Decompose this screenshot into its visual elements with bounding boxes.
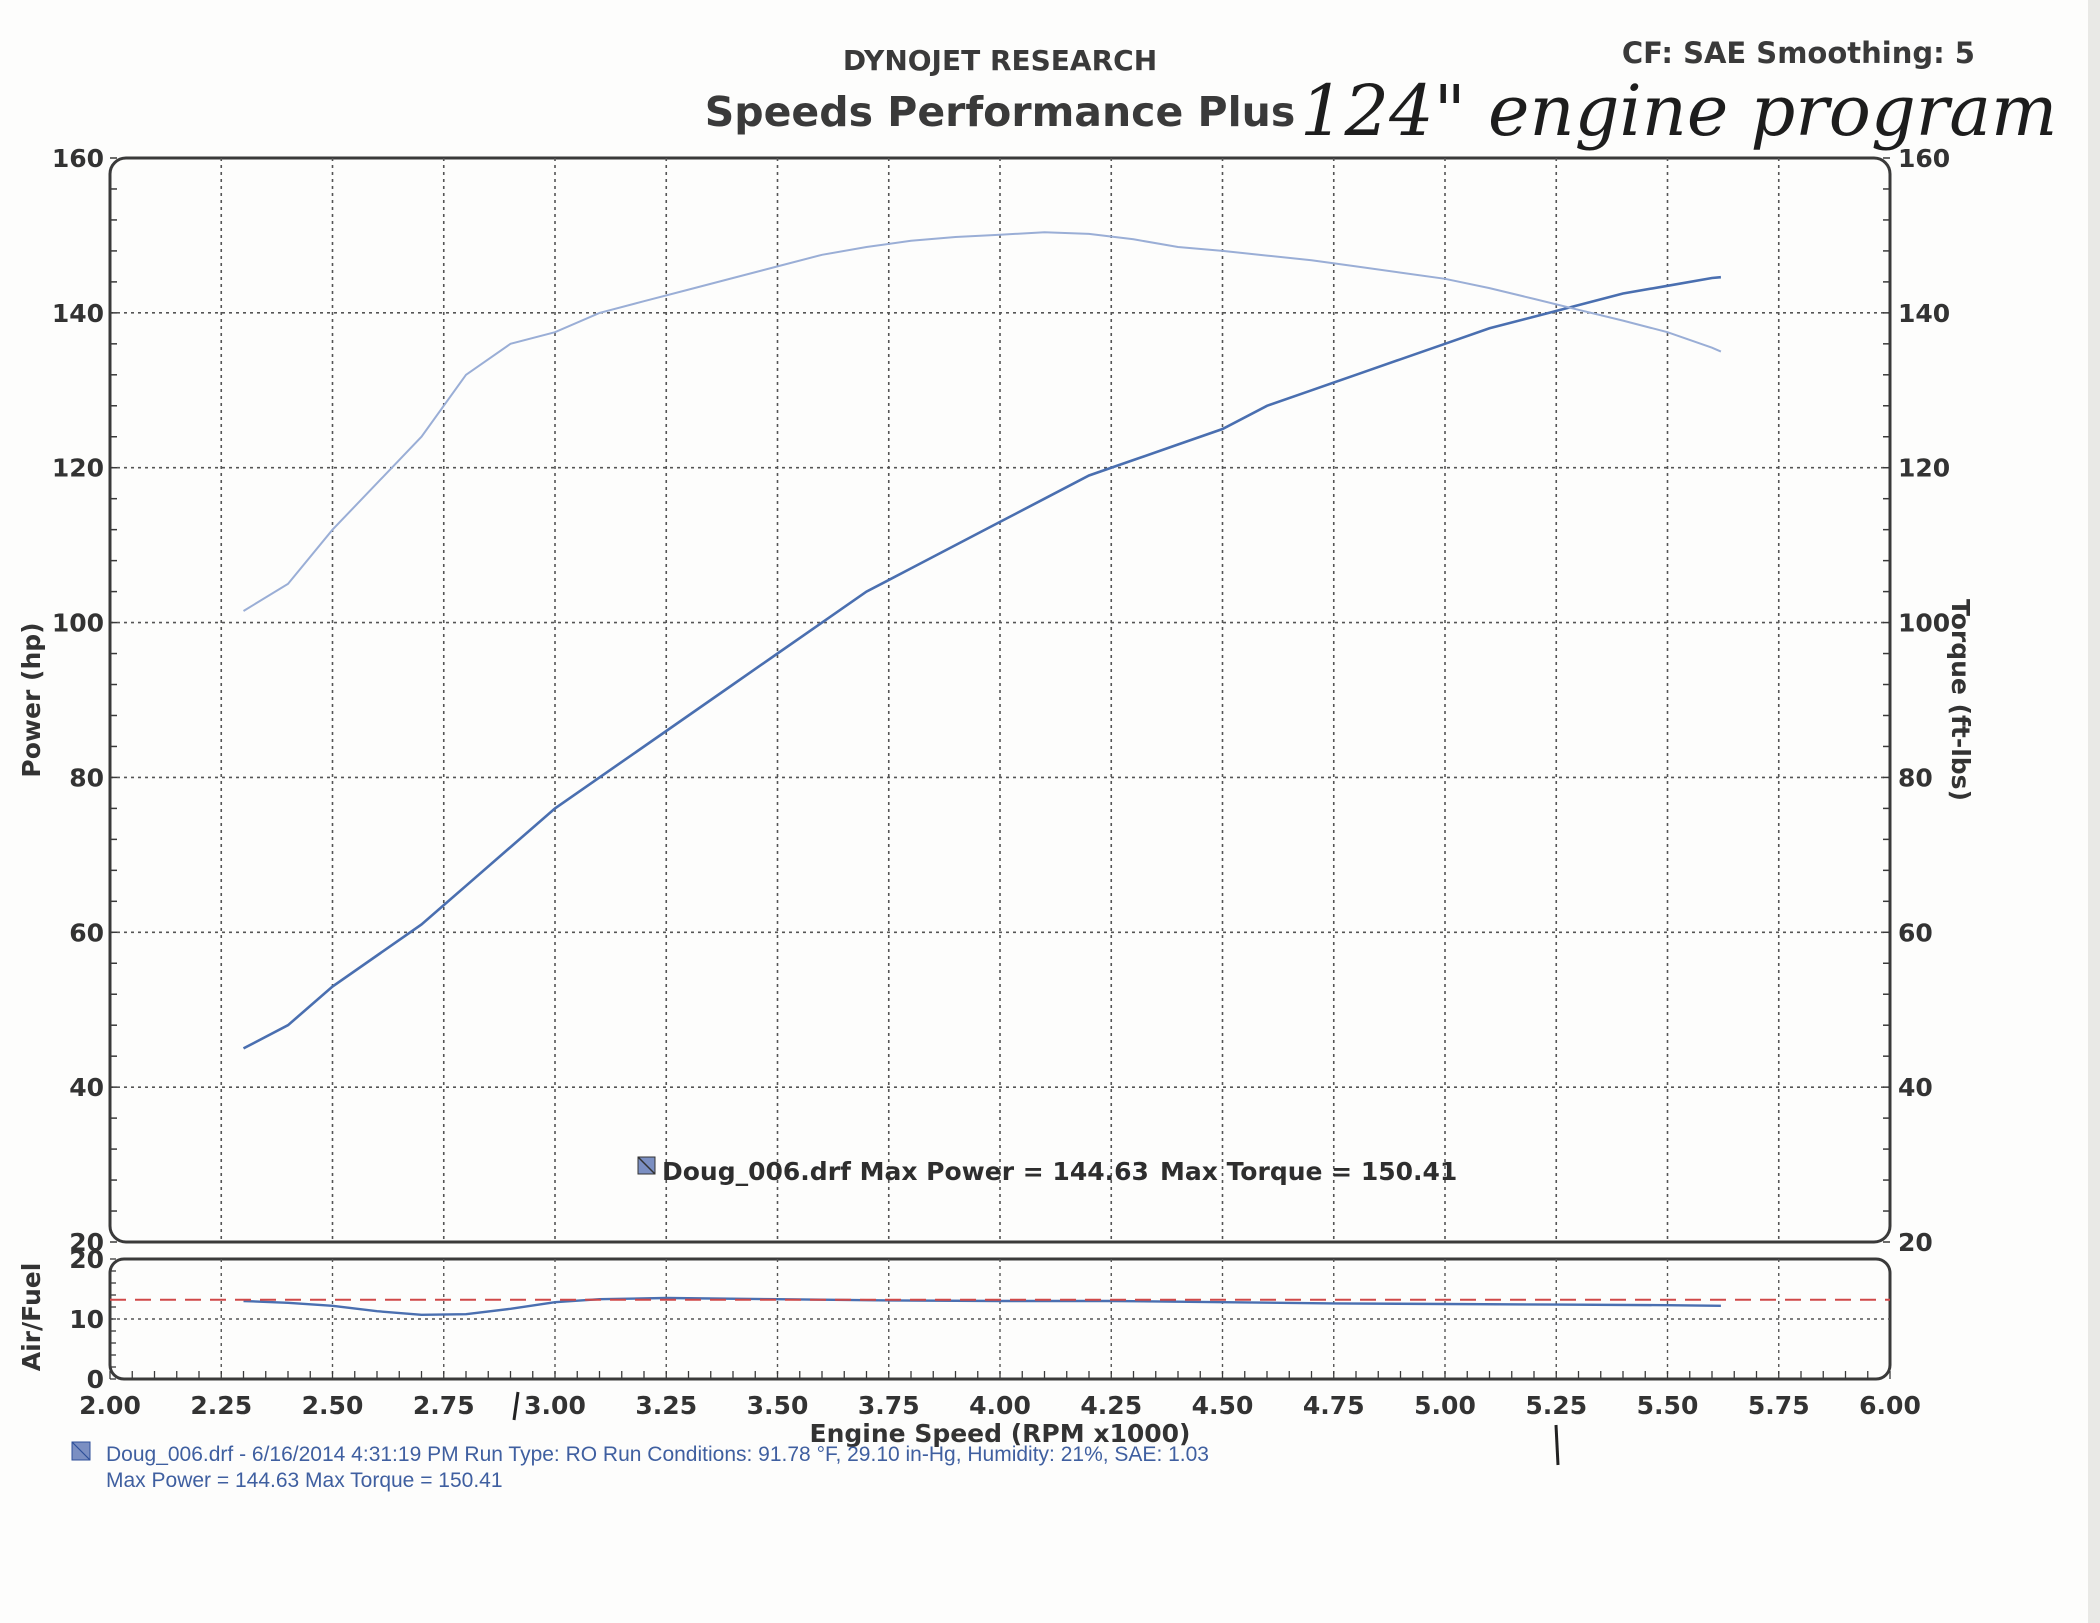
y-tick-label-left: 160 <box>52 144 104 173</box>
afr-series <box>110 1296 1890 1317</box>
handwritten-note-text: 124" engine program <box>1300 70 2057 152</box>
y-tick-label-left: 120 <box>52 454 104 483</box>
x-tick-label: 3.75 <box>858 1391 920 1420</box>
x-tick-label: 5.25 <box>1525 1391 1587 1420</box>
x-tick-label: 5.50 <box>1637 1391 1699 1420</box>
afr-y-ticks: 0 10 20 <box>69 1245 104 1394</box>
y-tick-label-right: 100 <box>1898 609 1950 638</box>
x-tick-label: 2.25 <box>190 1391 252 1420</box>
main-series <box>242 231 1722 1050</box>
x-tick-label: 6.00 <box>1859 1391 1921 1420</box>
torque-line <box>242 231 1722 612</box>
y-tick-label-right: 140 <box>1898 299 1950 328</box>
y-axis-label-right: Torque (ft-lbs) <box>1946 599 1975 801</box>
x-tick-label: 5.75 <box>1748 1391 1810 1420</box>
x-ticks: 2.00 2.25 2.50 2.75 3.00 3.25 3.50 3.75 4.00 4.25… <box>79 1391 1921 1420</box>
y-tick-label-right: 20 <box>1898 1228 1933 1257</box>
afr-y-tick-label: 10 <box>69 1305 104 1334</box>
afr-y-tick-label: 20 <box>69 1245 104 1274</box>
afr-line <box>243 1296 1721 1317</box>
shop-title: Speeds Performance Plus <box>705 88 1295 136</box>
y-ticks-left: 20 40 60 80 100 120 140 160 <box>52 144 104 1257</box>
y-tick-label-left: 40 <box>69 1073 104 1102</box>
x-tick-label: 4.25 <box>1080 1391 1142 1420</box>
x-tick-label: 2.00 <box>79 1391 141 1420</box>
x-tick-label: 3.00 <box>524 1391 586 1420</box>
handwritten-note: 124" engine program <box>1300 70 2057 152</box>
y-tick-label-right: 40 <box>1898 1073 1933 1102</box>
company-title: DYNOJET RESEARCH <box>843 44 1157 77</box>
x-tick-label: 2.50 <box>302 1391 364 1420</box>
x-tick-label: 3.50 <box>747 1391 809 1420</box>
power-torque-plot: 20 40 60 80 100 120 140 160 20 40 60 80 100 120 140 16… <box>52 144 1950 1257</box>
x-tick-label: 5.00 <box>1414 1391 1476 1420</box>
y-tick-label-left: 60 <box>69 918 104 947</box>
y-axis-label-left: Power (hp) <box>17 622 46 777</box>
x-tick-label: 3.25 <box>635 1391 697 1420</box>
x-axis-label: Engine Speed (RPM x1000) <box>810 1419 1191 1448</box>
x-tick-label: 4.75 <box>1303 1391 1365 1420</box>
paper-edge <box>2088 0 2100 1623</box>
pen-mark-2 <box>1554 1424 1560 1466</box>
afr-grid <box>109 1258 1891 1380</box>
legend: Doug_006.drf Max Power = 144.63 Max Torq… <box>637 1156 1457 1186</box>
y-tick-label-left: 140 <box>52 299 104 328</box>
afr-axis-label: Air/Fuel <box>17 1263 46 1372</box>
y-tick-label-right: 60 <box>1898 918 1933 947</box>
x-tick-label: 4.50 <box>1192 1391 1254 1420</box>
legend-entry: Doug_006.drf Max Power = 144.63 <box>662 1157 1149 1186</box>
x-tick-label: 2.75 <box>413 1391 475 1420</box>
main-grid <box>110 157 1890 1243</box>
pen-mark-1 <box>512 1391 520 1421</box>
legend-max-torque: Max Torque = 150.41 <box>1160 1157 1457 1186</box>
y-tick-label-right: 120 <box>1898 454 1950 483</box>
afr-y-tick-label: 0 <box>87 1365 104 1394</box>
y-tick-label-left: 100 <box>52 609 104 638</box>
footer-line-1: Doug_006.drf - 6/16/2014 4:31:19 PM Run … <box>106 1443 1209 1466</box>
y-tick-label-right: 80 <box>1898 763 1933 792</box>
power-line <box>242 275 1722 1050</box>
y-tick-label-left: 80 <box>69 763 104 792</box>
footer-line-2: Max Power = 144.63 Max Torque = 150.41 <box>106 1469 503 1492</box>
settings-text: CF: SAE Smoothing: 5 <box>1622 36 1975 70</box>
y-ticks-right: 20 40 60 80 100 120 140 160 <box>1898 144 1950 1257</box>
y-tick-label-right: 160 <box>1898 144 1950 173</box>
air-fuel-plot: 0 10 20 <box>69 1245 1892 1394</box>
x-tick-label: 4.00 <box>969 1391 1031 1420</box>
y-tick-label-left: 20 <box>69 1228 104 1257</box>
